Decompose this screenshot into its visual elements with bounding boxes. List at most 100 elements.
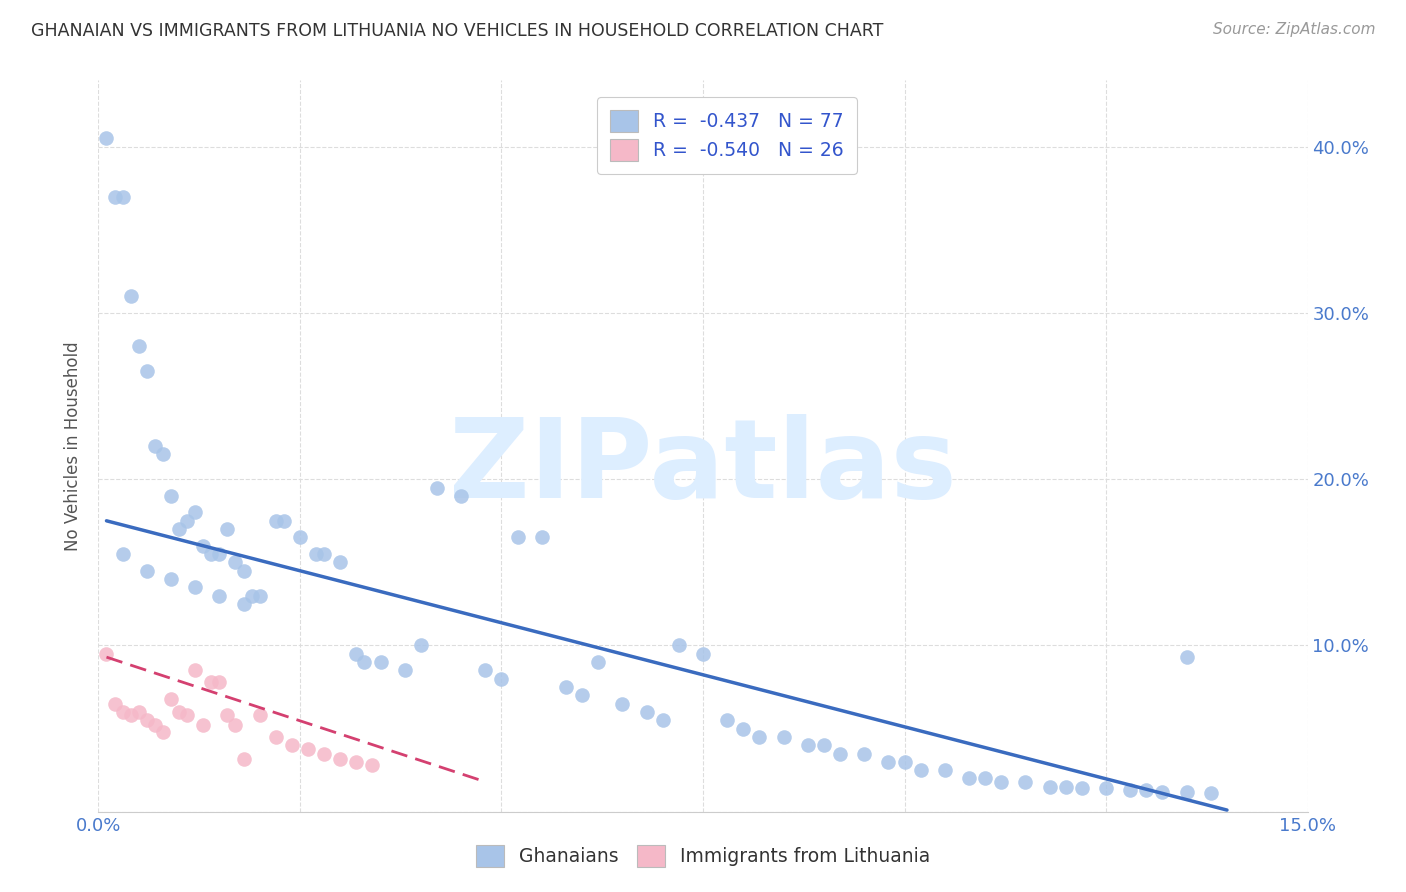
Point	[314, 547, 336, 561]
Point	[288, 530, 311, 544]
Point	[344, 755, 367, 769]
Point	[103, 189, 125, 203]
Point	[797, 738, 820, 752]
Point	[152, 725, 174, 739]
Point	[1054, 780, 1077, 794]
Point	[394, 664, 416, 678]
Point	[167, 522, 190, 536]
Point	[176, 708, 198, 723]
Point	[1039, 780, 1062, 794]
Point	[184, 664, 207, 678]
Point	[426, 481, 449, 495]
Point	[160, 489, 183, 503]
Point	[1152, 785, 1174, 799]
Point	[813, 738, 835, 752]
Point	[748, 730, 770, 744]
Point	[167, 705, 190, 719]
Point	[612, 697, 634, 711]
Point	[893, 755, 915, 769]
Point	[1175, 785, 1198, 799]
Point	[314, 747, 336, 761]
Point	[329, 751, 352, 765]
Point	[281, 738, 304, 752]
Point	[506, 530, 529, 544]
Point	[586, 655, 609, 669]
Point	[344, 647, 367, 661]
Point	[217, 708, 239, 723]
Point	[361, 758, 384, 772]
Point	[353, 655, 375, 669]
Point	[232, 597, 254, 611]
Point	[128, 705, 150, 719]
Point	[828, 747, 851, 761]
Text: Source: ZipAtlas.com: Source: ZipAtlas.com	[1212, 22, 1375, 37]
Point	[692, 647, 714, 661]
Point	[135, 714, 157, 728]
Point	[370, 655, 392, 669]
Point	[264, 730, 287, 744]
Point	[733, 722, 755, 736]
Legend: Ghanaians, Immigrants from Lithuania: Ghanaians, Immigrants from Lithuania	[464, 834, 942, 878]
Point	[208, 675, 231, 690]
Point	[200, 675, 222, 690]
Point	[200, 547, 222, 561]
Point	[636, 705, 658, 719]
Point	[329, 555, 352, 569]
Point	[232, 751, 254, 765]
Point	[297, 741, 319, 756]
Point	[184, 580, 207, 594]
Point	[135, 364, 157, 378]
Point	[668, 639, 690, 653]
Point	[160, 691, 183, 706]
Point	[111, 189, 134, 203]
Point	[1014, 774, 1036, 789]
Y-axis label: No Vehicles in Household: No Vehicles in Household	[65, 341, 83, 551]
Point	[120, 289, 142, 303]
Point	[1199, 787, 1222, 801]
Point	[111, 705, 134, 719]
Point	[135, 564, 157, 578]
Point	[193, 718, 215, 732]
Point	[143, 718, 166, 732]
Point	[974, 772, 997, 786]
Point	[208, 547, 231, 561]
Point	[491, 672, 513, 686]
Point	[193, 539, 215, 553]
Point	[111, 547, 134, 561]
Point	[1175, 650, 1198, 665]
Point	[990, 774, 1012, 789]
Point	[474, 664, 496, 678]
Point	[772, 730, 794, 744]
Point	[853, 747, 876, 761]
Legend: R =  -0.437   N = 77, R =  -0.540   N = 26: R = -0.437 N = 77, R = -0.540 N = 26	[598, 97, 856, 174]
Point	[128, 339, 150, 353]
Point	[571, 689, 593, 703]
Point	[273, 514, 295, 528]
Point	[877, 755, 900, 769]
Point	[716, 714, 738, 728]
Point	[264, 514, 287, 528]
Point	[120, 708, 142, 723]
Point	[152, 447, 174, 461]
Point	[96, 647, 118, 661]
Point	[96, 131, 118, 145]
Point	[1119, 783, 1142, 797]
Point	[176, 514, 198, 528]
Point	[450, 489, 472, 503]
Text: GHANAIAN VS IMMIGRANTS FROM LITHUANIA NO VEHICLES IN HOUSEHOLD CORRELATION CHART: GHANAIAN VS IMMIGRANTS FROM LITHUANIA NO…	[31, 22, 883, 40]
Point	[103, 697, 125, 711]
Point	[1095, 781, 1118, 796]
Point	[224, 718, 246, 732]
Point	[934, 763, 956, 777]
Point	[651, 714, 673, 728]
Point	[555, 680, 578, 694]
Point	[208, 589, 231, 603]
Point	[1070, 781, 1092, 796]
Point	[249, 589, 271, 603]
Point	[409, 639, 432, 653]
Point	[240, 589, 263, 603]
Point	[305, 547, 328, 561]
Point	[249, 708, 271, 723]
Point	[1135, 783, 1157, 797]
Point	[910, 763, 932, 777]
